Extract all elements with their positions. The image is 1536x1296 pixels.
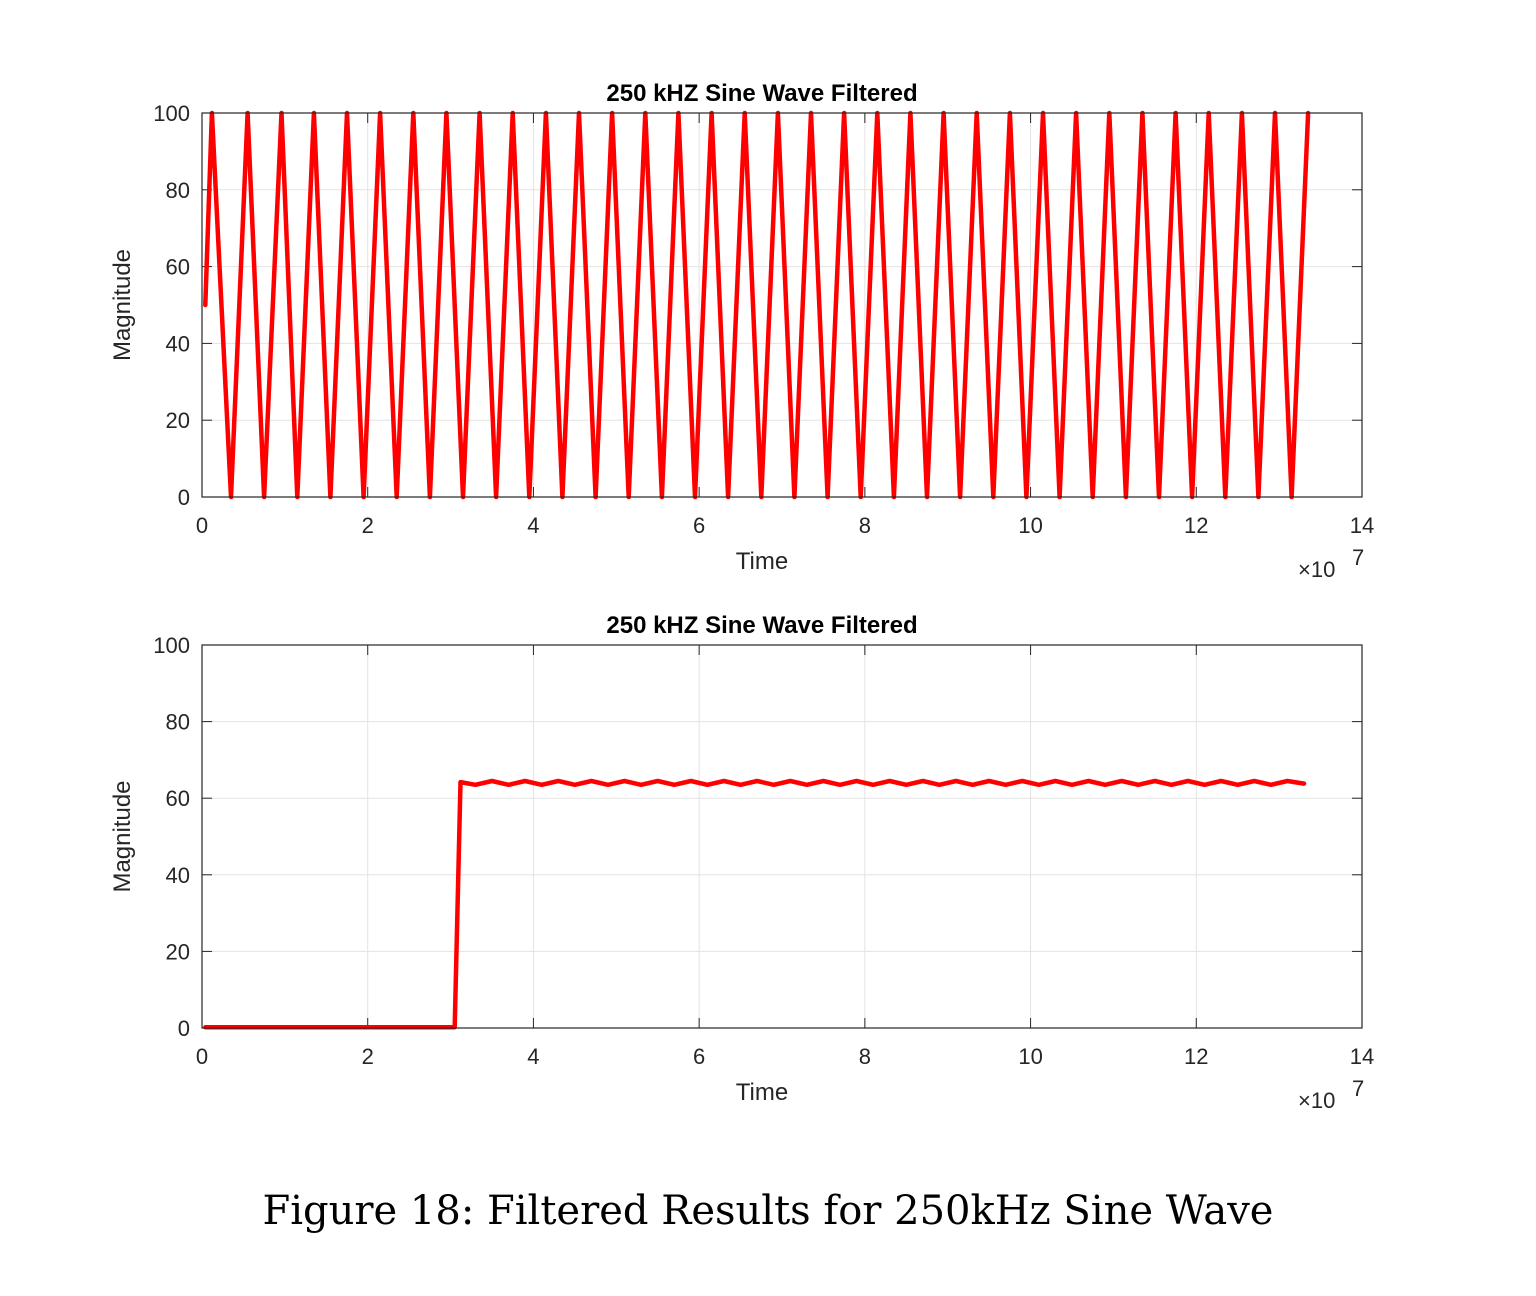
x-tick-label: 12 [1184,1044,1208,1069]
y-tick-label: 0 [178,485,190,510]
chart-1: 0 2 4 6 8 10 12 14 0 20 40 60 80 100 250 kHZ Sine Wave… [109,80,1374,582]
x-exponent-multiplier: ×10 [1298,1088,1335,1113]
x-tick-label: 2 [362,1044,374,1069]
x-tick-label: 12 [1184,513,1208,538]
x-tick-label: 4 [527,513,539,538]
x-tick-label: 8 [859,513,871,538]
x-tick-label: 14 [1350,1044,1374,1069]
axes-box [201,644,1363,1029]
y-tick-label: 0 [178,1016,190,1041]
x-tick-label: 0 [196,513,208,538]
chart-title: 250 kHZ Sine Wave Filtered [606,612,917,639]
y-tick-label: 80 [166,710,190,735]
x-tick-label: 0 [196,1044,208,1069]
y-tick-label: 100 [153,101,190,126]
x-tick-label: 2 [362,513,374,538]
y-tick-label: 60 [166,255,190,280]
x-tick-label: 10 [1018,1044,1042,1069]
x-tick-label: 8 [859,1044,871,1069]
x-exponent-multiplier: ×10 [1298,557,1335,582]
y-tick-label: 40 [166,863,190,888]
y-tick-label: 80 [166,178,190,203]
y-tick-label: 40 [166,331,190,356]
x-tick-label: 14 [1350,513,1374,538]
x-tick-label: 4 [527,1044,539,1069]
chart-2: 0 2 4 6 8 10 12 14 0 20 40 60 80 100 250 kHZ Sine Wave… [109,612,1374,1113]
y-axis-label: Magnitude [109,249,136,361]
x-axis-label: Time [736,548,788,575]
figure-caption: Figure 18: Filtered Results for 250kHz S… [262,1188,1274,1234]
y-axis-label: Magnitude [109,780,136,892]
axes-box [201,112,1363,498]
plot-area [202,645,1362,1028]
x-tick-label: 6 [693,513,705,538]
x-exponent-value: 7 [1352,1076,1364,1101]
x-tick-label: 6 [693,1044,705,1069]
x-axis-label: Time [736,1079,788,1106]
series-line [203,110,1311,500]
y-tick-label: 20 [166,408,190,433]
y-tick-label: 20 [166,939,190,964]
y-tick-label: 100 [153,633,190,658]
chart-title: 250 kHZ Sine Wave Filtered [606,80,917,107]
x-tick-label: 10 [1018,513,1042,538]
series-line [203,778,1307,1030]
x-exponent-value: 7 [1352,545,1364,570]
y-tick-label: 60 [166,786,190,811]
